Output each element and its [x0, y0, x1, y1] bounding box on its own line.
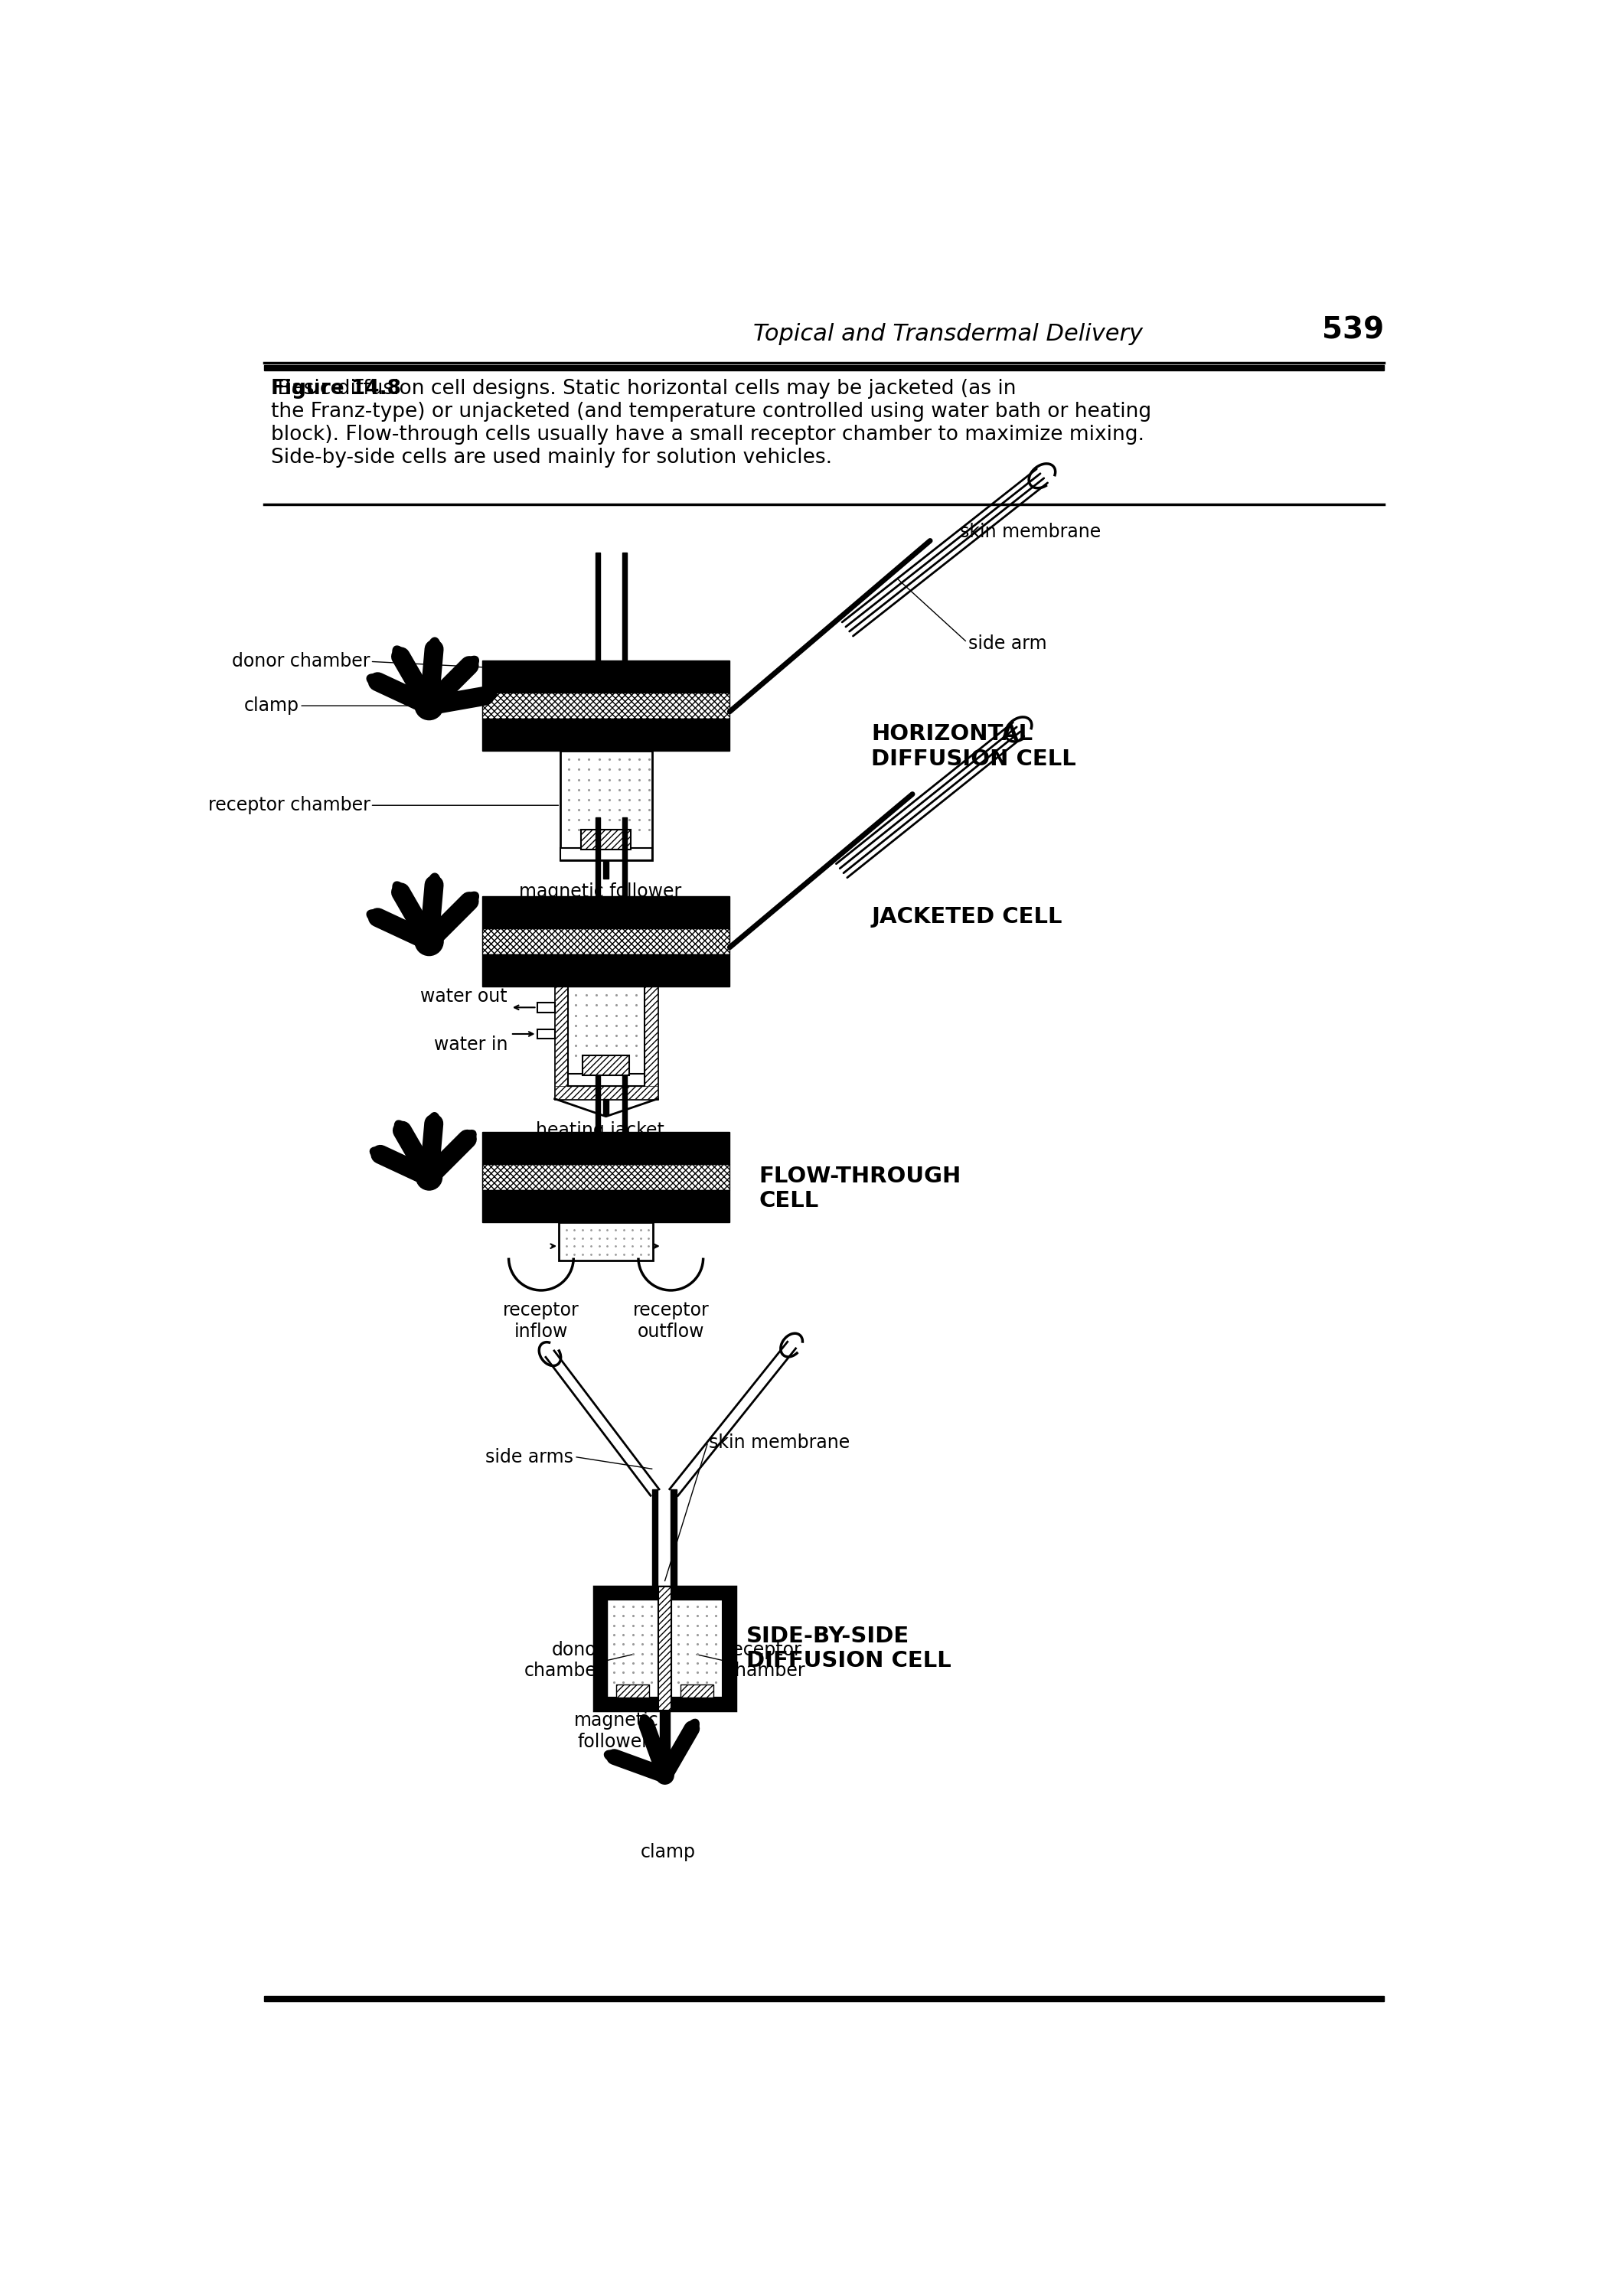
- Text: donor
chamber: donor chamber: [525, 1642, 603, 1681]
- Bar: [582, 1056, 629, 1075]
- Bar: [555, 1086, 658, 1100]
- Bar: [652, 1490, 658, 1587]
- Ellipse shape: [428, 872, 441, 893]
- Ellipse shape: [367, 675, 385, 687]
- Bar: [594, 1587, 735, 1711]
- Text: magnetic
followers: magnetic followers: [574, 1711, 660, 1752]
- Bar: [681, 1685, 713, 1697]
- Ellipse shape: [367, 909, 385, 923]
- Bar: [560, 847, 652, 861]
- Bar: [595, 553, 600, 691]
- Bar: [623, 1068, 628, 1162]
- Bar: [568, 987, 645, 1086]
- Bar: [594, 1587, 607, 1711]
- Text: donor chamber: donor chamber: [232, 652, 370, 670]
- Text: skin membrane: skin membrane: [959, 523, 1101, 542]
- Ellipse shape: [370, 1148, 386, 1159]
- Bar: [483, 719, 730, 751]
- Text: receptor chamber: receptor chamber: [208, 797, 370, 815]
- Text: receptor
chamber: receptor chamber: [726, 1642, 806, 1681]
- Text: skin membrane: skin membrane: [710, 1433, 850, 1451]
- Text: Basic diffusion cell designs. Static horizontal cells may be jacketed (as in
the: Basic diffusion cell designs. Static hor…: [272, 379, 1152, 468]
- Bar: [264, 365, 1384, 370]
- Bar: [595, 1068, 600, 1162]
- Text: receptor
inflow: receptor inflow: [504, 1302, 579, 1341]
- Bar: [671, 1600, 722, 1697]
- Ellipse shape: [394, 1120, 407, 1137]
- Ellipse shape: [415, 691, 442, 721]
- Text: .: .: [661, 1681, 666, 1694]
- Text: Topical and Transdermal Delivery: Topical and Transdermal Delivery: [753, 324, 1142, 344]
- Bar: [568, 1075, 645, 1086]
- Ellipse shape: [393, 882, 407, 900]
- Bar: [645, 987, 658, 1100]
- Text: heating jacket: heating jacket: [536, 1120, 665, 1139]
- Text: HORIZONTAL
DIFFUSION CELL: HORIZONTAL DIFFUSION CELL: [870, 723, 1076, 769]
- Bar: [594, 1697, 735, 1711]
- Text: water in: water in: [434, 1035, 507, 1054]
- Ellipse shape: [428, 1114, 439, 1130]
- Ellipse shape: [428, 638, 441, 657]
- Text: 539: 539: [1323, 317, 1384, 344]
- Bar: [594, 1587, 735, 1600]
- Text: Figure 14.8: Figure 14.8: [272, 379, 401, 400]
- Text: SIDE-BY-SIDE
DIFFUSION CELL: SIDE-BY-SIDE DIFFUSION CELL: [747, 1626, 951, 1671]
- Bar: [537, 1003, 555, 1013]
- Ellipse shape: [656, 1766, 674, 1784]
- Ellipse shape: [463, 657, 478, 673]
- Bar: [558, 1221, 653, 1261]
- Bar: [483, 955, 730, 987]
- Bar: [264, 1995, 1384, 2002]
- Ellipse shape: [478, 689, 497, 703]
- Bar: [658, 1587, 671, 1711]
- Bar: [623, 553, 628, 691]
- Bar: [616, 1685, 648, 1697]
- Ellipse shape: [393, 645, 407, 664]
- Bar: [483, 661, 730, 693]
- Ellipse shape: [417, 1164, 442, 1189]
- Text: FLOW-THROUGH
CELL: FLOW-THROUGH CELL: [759, 1166, 962, 1212]
- Text: clamp: clamp: [640, 1844, 695, 1862]
- Bar: [603, 861, 608, 879]
- Bar: [483, 895, 730, 928]
- Bar: [560, 751, 652, 861]
- Bar: [483, 1189, 730, 1221]
- Bar: [483, 1164, 730, 1189]
- Ellipse shape: [462, 1130, 476, 1146]
- Text: magnetic follower: magnetic follower: [518, 882, 681, 900]
- Bar: [483, 1132, 730, 1164]
- Text: side arm: side arm: [969, 634, 1047, 652]
- Ellipse shape: [415, 928, 442, 955]
- Text: JACKETED CELL: JACKETED CELL: [870, 907, 1062, 928]
- Ellipse shape: [640, 1715, 652, 1731]
- Bar: [603, 1100, 608, 1116]
- Bar: [595, 817, 600, 928]
- Bar: [555, 987, 658, 1100]
- Text: side arms: side arms: [486, 1449, 573, 1467]
- Ellipse shape: [463, 891, 478, 907]
- Text: receptor
outflow: receptor outflow: [632, 1302, 710, 1341]
- Bar: [722, 1587, 735, 1711]
- Text: water out: water out: [420, 987, 507, 1006]
- Bar: [555, 987, 568, 1100]
- Bar: [483, 693, 730, 719]
- Bar: [660, 1711, 669, 1777]
- Ellipse shape: [605, 1750, 619, 1761]
- Bar: [623, 817, 628, 928]
- Bar: [537, 1029, 555, 1038]
- Bar: [671, 1490, 677, 1587]
- Bar: [483, 928, 730, 955]
- Text: clamp: clamp: [245, 696, 299, 714]
- Ellipse shape: [687, 1720, 698, 1733]
- Bar: [581, 829, 631, 850]
- Bar: [607, 1600, 658, 1697]
